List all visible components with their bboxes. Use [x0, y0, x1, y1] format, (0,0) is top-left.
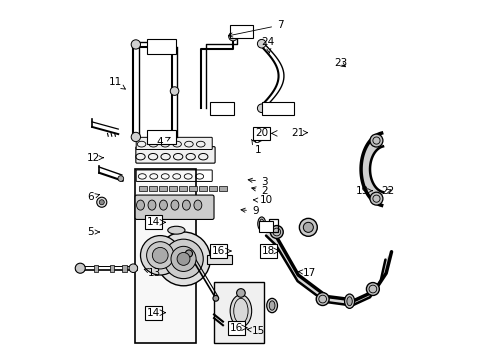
Ellipse shape — [257, 217, 265, 230]
Circle shape — [257, 40, 265, 48]
Bar — [261, 102, 293, 116]
Circle shape — [228, 32, 237, 41]
Circle shape — [303, 222, 313, 232]
FancyBboxPatch shape — [135, 195, 214, 220]
Circle shape — [99, 200, 104, 205]
Ellipse shape — [346, 297, 351, 306]
Circle shape — [131, 40, 140, 49]
Circle shape — [118, 176, 123, 181]
Ellipse shape — [171, 200, 179, 210]
Text: 2: 2 — [251, 186, 267, 196]
Ellipse shape — [344, 294, 354, 309]
Circle shape — [185, 250, 192, 257]
Text: 11: 11 — [108, 77, 125, 89]
Circle shape — [316, 293, 328, 306]
Bar — [147, 130, 175, 144]
Text: 14: 14 — [146, 308, 160, 318]
Bar — [109, 265, 114, 272]
Text: 9: 9 — [241, 206, 258, 216]
Text: 23: 23 — [333, 58, 346, 68]
Text: 5: 5 — [87, 227, 99, 237]
Ellipse shape — [194, 200, 202, 210]
Bar — [214, 282, 264, 343]
Circle shape — [177, 252, 190, 265]
Text: 17: 17 — [298, 267, 315, 278]
Ellipse shape — [136, 200, 144, 210]
Circle shape — [97, 197, 106, 207]
Text: 16: 16 — [212, 246, 225, 256]
Bar — [135, 169, 196, 343]
Bar — [268, 220, 277, 232]
Circle shape — [236, 289, 244, 297]
Bar — [258, 221, 273, 232]
Bar — [147, 40, 175, 54]
Bar — [179, 186, 186, 191]
Text: 19: 19 — [355, 186, 371, 196]
Polygon shape — [360, 133, 382, 205]
Circle shape — [366, 283, 379, 296]
Text: 6: 6 — [87, 192, 100, 202]
Bar — [230, 25, 253, 39]
FancyBboxPatch shape — [136, 147, 215, 163]
Bar — [93, 265, 98, 272]
Bar — [210, 102, 233, 116]
Circle shape — [156, 232, 210, 286]
Bar — [139, 186, 146, 191]
Text: 16: 16 — [229, 323, 243, 333]
Circle shape — [146, 242, 174, 269]
Circle shape — [75, 263, 85, 273]
Circle shape — [212, 296, 218, 301]
Text: 8: 8 — [253, 135, 263, 145]
Circle shape — [299, 219, 317, 236]
Ellipse shape — [159, 200, 167, 210]
Bar — [219, 186, 226, 191]
Text: 24: 24 — [261, 37, 274, 53]
Ellipse shape — [182, 200, 190, 210]
Circle shape — [171, 246, 196, 271]
Ellipse shape — [230, 295, 251, 327]
Bar — [122, 265, 126, 272]
Text: 14: 14 — [146, 217, 160, 227]
Ellipse shape — [167, 226, 184, 234]
Bar — [159, 186, 166, 191]
Bar — [188, 186, 196, 191]
Text: 22: 22 — [381, 186, 394, 196]
Circle shape — [369, 134, 382, 147]
Circle shape — [131, 132, 140, 141]
Text: 18: 18 — [262, 246, 275, 256]
Bar — [148, 186, 156, 191]
Polygon shape — [265, 226, 391, 306]
Bar — [199, 186, 206, 191]
Text: 10: 10 — [253, 195, 272, 206]
Bar — [208, 186, 217, 191]
Text: 12: 12 — [87, 153, 103, 163]
Text: 15: 15 — [247, 325, 264, 336]
Circle shape — [170, 87, 179, 95]
Ellipse shape — [266, 298, 277, 313]
Circle shape — [257, 104, 265, 113]
Text: 7: 7 — [228, 20, 283, 37]
Bar — [206, 255, 231, 264]
Text: 13: 13 — [144, 267, 161, 278]
FancyBboxPatch shape — [136, 137, 212, 149]
Circle shape — [129, 264, 137, 273]
Ellipse shape — [148, 200, 156, 210]
Text: 4: 4 — [157, 138, 170, 147]
Text: 20: 20 — [255, 129, 268, 138]
Text: 1: 1 — [251, 139, 261, 154]
Circle shape — [270, 226, 283, 238]
Ellipse shape — [269, 301, 274, 310]
Bar — [160, 254, 184, 263]
Circle shape — [163, 239, 203, 279]
Text: 21: 21 — [290, 128, 307, 138]
Circle shape — [140, 235, 180, 275]
Circle shape — [152, 247, 168, 263]
Circle shape — [369, 192, 382, 205]
Bar — [168, 186, 176, 191]
Text: 3: 3 — [248, 177, 267, 187]
